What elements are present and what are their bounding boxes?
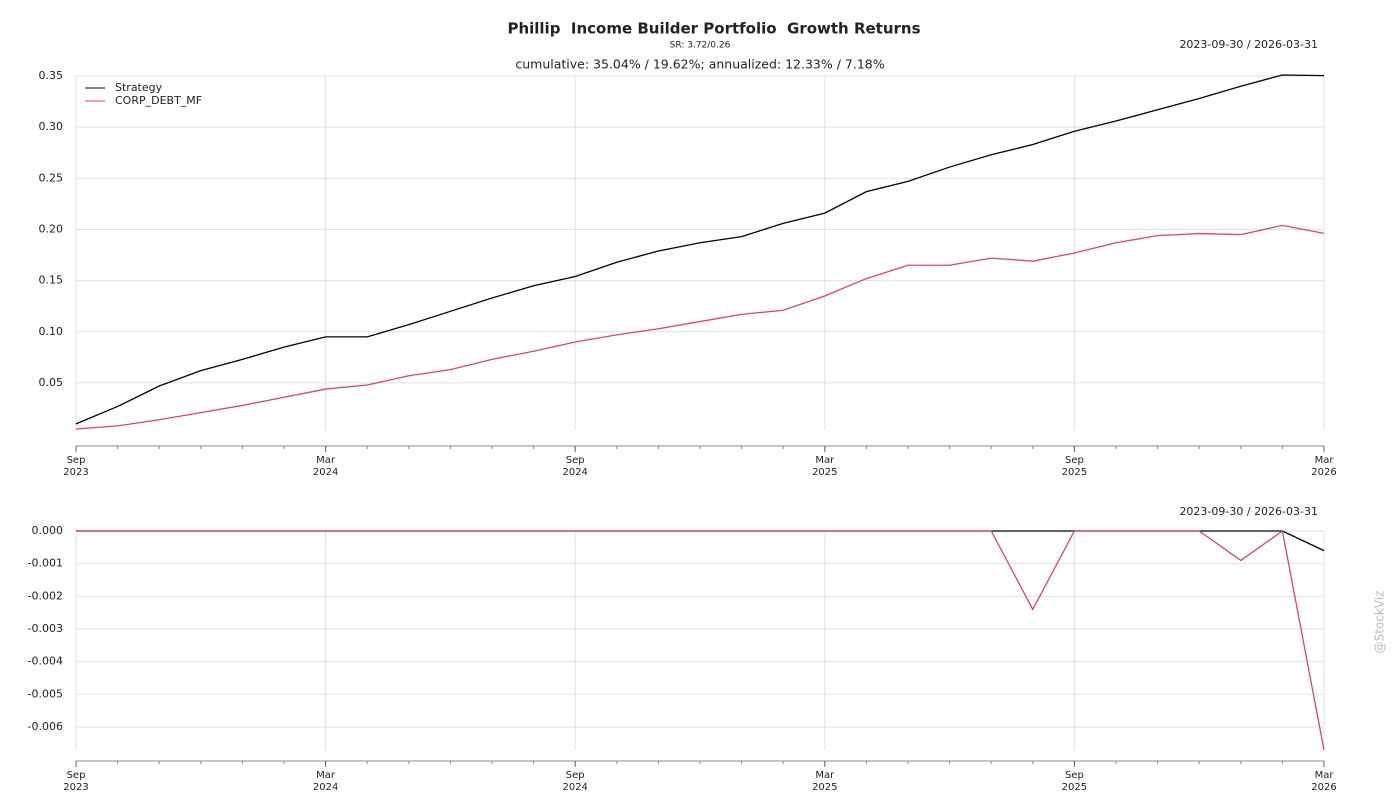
legend-label: Strategy [115,81,163,94]
x-tick-label: 2025 [812,782,837,793]
date-range: 2023-09-30 / 2026-03-31 [1179,505,1318,518]
watermark: @StockViz [1373,591,1387,654]
x-tick-label: Mar [316,770,336,781]
x-tick-label: Sep [67,455,86,466]
y-tick-label: 0.20 [39,222,64,235]
x-tick-label: Sep [1065,770,1084,781]
y-tick-label: -0.002 [28,589,63,602]
y-tick-label: 0.05 [39,376,64,389]
y-tick-label: 0.25 [39,171,64,184]
series-line [76,530,1325,552]
series-line [75,74,1325,425]
x-tick-label: 2024 [313,782,338,793]
annotation: cumulative: 35.04% / 19.62%; annualized:… [515,57,884,72]
x-tick-label: 2025 [812,467,837,478]
series-line [76,529,1325,751]
x-tick-label: Mar [1315,770,1335,781]
y-tick-label: -0.001 [28,557,63,570]
x-tick-label: 2024 [313,467,338,478]
y-tick-label: -0.004 [28,655,63,668]
series-line [75,224,1325,430]
y-tick-label: -0.003 [28,622,63,635]
y-tick-label: 0.10 [39,325,64,338]
x-tick-label: Sep [67,770,86,781]
x-tick-label: 2024 [562,782,587,793]
x-tick-label: 2026 [1311,782,1336,793]
y-tick-label: 0.35 [39,69,64,82]
y-tick-label: 0.000 [32,524,64,537]
chart-title: Phillip Income Builder Portfolio Growth … [507,20,920,38]
chart-subtitle: SR: 3.72/0.26 [670,41,731,51]
legend-label: CORP_DEBT_MF [115,94,202,107]
x-tick-label: 2025 [1062,467,1087,478]
x-tick-label: 2024 [562,467,587,478]
y-tick-label: 0.15 [39,274,64,287]
x-tick-label: Mar [316,455,336,466]
x-tick-label: 2026 [1311,467,1336,478]
y-tick-label: -0.006 [28,720,63,733]
y-tick-label: 0.30 [39,120,64,133]
x-tick-label: 2023 [63,467,88,478]
x-tick-label: Sep [566,455,585,466]
x-tick-label: Sep [1065,455,1084,466]
x-tick-label: Mar [1315,455,1335,466]
x-tick-label: Sep [566,770,585,781]
x-tick-label: 2023 [63,782,88,793]
x-tick-label: 2025 [1062,782,1087,793]
date-range: 2023-09-30 / 2026-03-31 [1179,38,1318,51]
x-tick-label: Mar [815,770,835,781]
y-tick-label: -0.005 [28,687,63,700]
x-tick-label: Mar [815,455,835,466]
